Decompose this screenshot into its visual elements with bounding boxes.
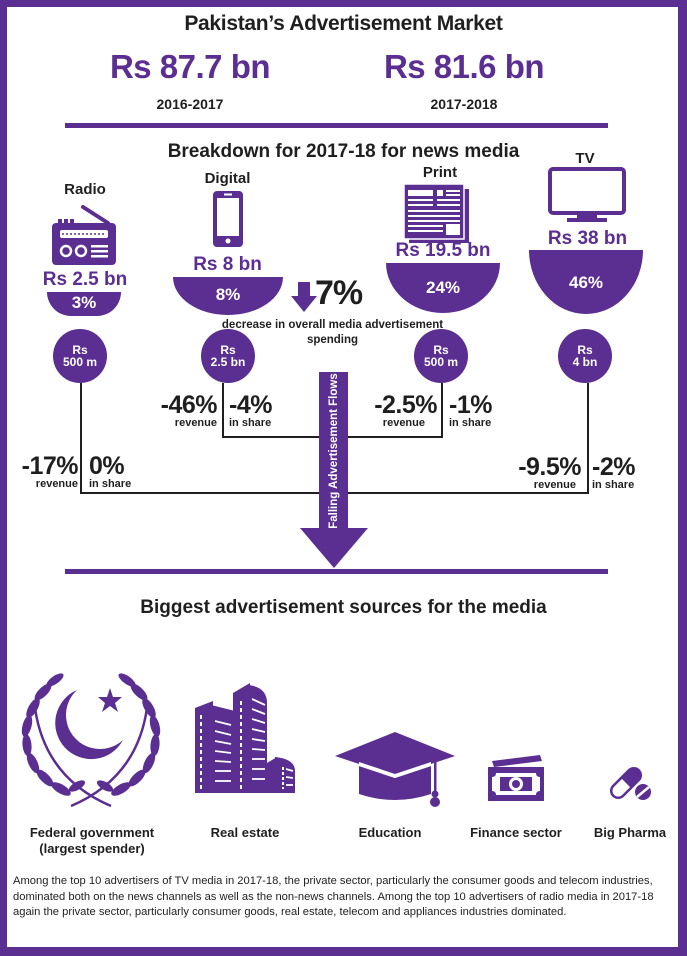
smartphone-icon <box>213 191 243 247</box>
digital-amount: Rs 8 bn <box>193 254 262 275</box>
source-education: Education <box>335 825 445 841</box>
digital-revenue-label: revenue <box>174 417 217 429</box>
pill-icon <box>610 766 651 800</box>
source-finance-sector-label: Finance sector <box>470 825 562 840</box>
down-arrow-icon <box>291 282 317 312</box>
print-revenue-value: -2.5% <box>374 391 437 419</box>
tv-revenue-value: -9.5% <box>518 453 581 481</box>
sources-title: Biggest advertisement sources for the me… <box>140 597 547 618</box>
radio-revenue-value: -17% <box>21 452 79 480</box>
digital-loss-circle: Rs 2.5 bn <box>201 329 255 383</box>
source-federal-government-label: Federal government <box>29 825 155 840</box>
television-icon <box>548 167 626 222</box>
overall-decrease-value: 7% <box>315 274 363 312</box>
radio-label: Radio <box>64 181 106 198</box>
radio-share: 3% <box>71 293 97 312</box>
print-loss-line2: 500 m <box>423 355 459 369</box>
falling-flows-arrowhead-icon <box>300 528 368 568</box>
overall-decrease-description: decrease in overall media advertisement … <box>221 319 444 346</box>
print-revenue-label: revenue <box>382 417 425 429</box>
source-real-estate: Real estate <box>190 825 300 841</box>
digital-revenue-value: -46% <box>160 391 218 419</box>
crescent-star-emblem-icon <box>21 673 161 808</box>
total-2017-year: 2017-2018 <box>430 96 498 112</box>
print-loss-circle: Rs 500 m <box>414 329 468 383</box>
radio-loss-line1: Rs <box>72 343 88 357</box>
digital-share-change-label: in share <box>229 417 272 429</box>
digital-share: 8% <box>215 285 241 304</box>
total-2017-amount: Rs 81.6 bn <box>383 48 545 85</box>
radio-loss-line2: 500 m <box>62 355 98 369</box>
print-amount: Rs 19.5 bn <box>395 240 491 261</box>
breakdown-title: Breakdown for 2017-18 for news media <box>167 141 520 162</box>
falling-flows-label-wrap: Falling Advertisement Flows <box>319 372 348 530</box>
tv-revenue-label: revenue <box>533 479 576 491</box>
tv-share: 46% <box>568 273 604 292</box>
source-big-pharma-label: Big Pharma <box>593 825 667 840</box>
source-big-pharma: Big Pharma <box>580 825 680 841</box>
print-loss-line1: Rs <box>433 343 449 357</box>
tv-connector-vertical <box>587 383 589 494</box>
source-federal-government-sublabel: (largest spender) <box>39 841 145 856</box>
radio-share-semicircle: 3% <box>47 292 121 316</box>
digital-share-change-value: -4% <box>229 391 272 419</box>
radio-revenue-change: -17% revenue <box>21 452 79 491</box>
digital-loss-line1: Rs <box>220 343 236 357</box>
radio-loss-circle: Rs 500 m <box>53 329 107 383</box>
graduation-cap-icon <box>335 732 455 807</box>
radio-share-change: 0% in share <box>89 452 132 491</box>
radio-share-change-label: in share <box>89 478 132 490</box>
buildings-icon <box>195 683 295 793</box>
print-share-change: -1% in share <box>449 391 492 430</box>
divider-top <box>65 123 608 128</box>
total-2016-amount: Rs 87.7 bn <box>109 48 271 85</box>
tv-loss-circle: Rs 4 bn <box>558 329 612 383</box>
divider-middle <box>65 569 608 574</box>
falling-flows-arrow-shaft <box>319 372 348 530</box>
tv-share-change-value: -2% <box>592 453 635 481</box>
digital-loss-line2: 2.5 bn <box>210 355 246 369</box>
tv-label: TV <box>575 150 595 167</box>
print-share-change-value: -1% <box>449 391 492 419</box>
source-real-estate-label: Real estate <box>210 825 280 840</box>
tv-revenue-change: -9.5% revenue <box>518 453 581 492</box>
print-label: Print <box>422 164 458 181</box>
radio-share-change-value: 0% <box>89 452 125 480</box>
print-share: 24% <box>425 278 461 297</box>
digital-share-change: -4% in share <box>229 391 272 430</box>
total-2016-year: 2016-2017 <box>156 96 224 112</box>
tv-share-change: -2% in share <box>592 453 635 492</box>
print-connector-vertical <box>441 383 443 438</box>
source-finance-sector: Finance sector <box>461 825 571 841</box>
digital-label: Digital <box>204 170 251 187</box>
tv-share-change-label: in share <box>592 479 635 491</box>
falling-flows-label: Falling Advertisement Flows <box>327 373 340 529</box>
source-education-label: Education <box>358 825 422 840</box>
footnote-paragraph: Among the top 10 advertisers of TV media… <box>13 875 654 918</box>
radio-revenue-label: revenue <box>35 478 78 490</box>
print-share-change-label: in share <box>449 417 492 429</box>
digital-revenue-change: -46% revenue <box>160 391 218 430</box>
tv-amount: Rs 38 bn <box>547 228 628 249</box>
radio-icon <box>52 205 116 265</box>
radio-connector-vertical <box>80 383 82 493</box>
main-title: Pakistan’s Advertisement Market <box>184 12 503 35</box>
digital-connector-vertical <box>222 383 224 437</box>
radio-amount: Rs 2.5 bn <box>42 269 128 290</box>
tv-loss-line2: 4 bn <box>572 355 598 369</box>
newspaper-icon <box>404 184 469 243</box>
source-federal-government: Federal government (largest spender) <box>12 825 172 857</box>
banknote-icon <box>488 755 544 801</box>
tv-loss-line1: Rs <box>577 343 593 357</box>
print-revenue-change: -2.5% revenue <box>374 391 437 430</box>
